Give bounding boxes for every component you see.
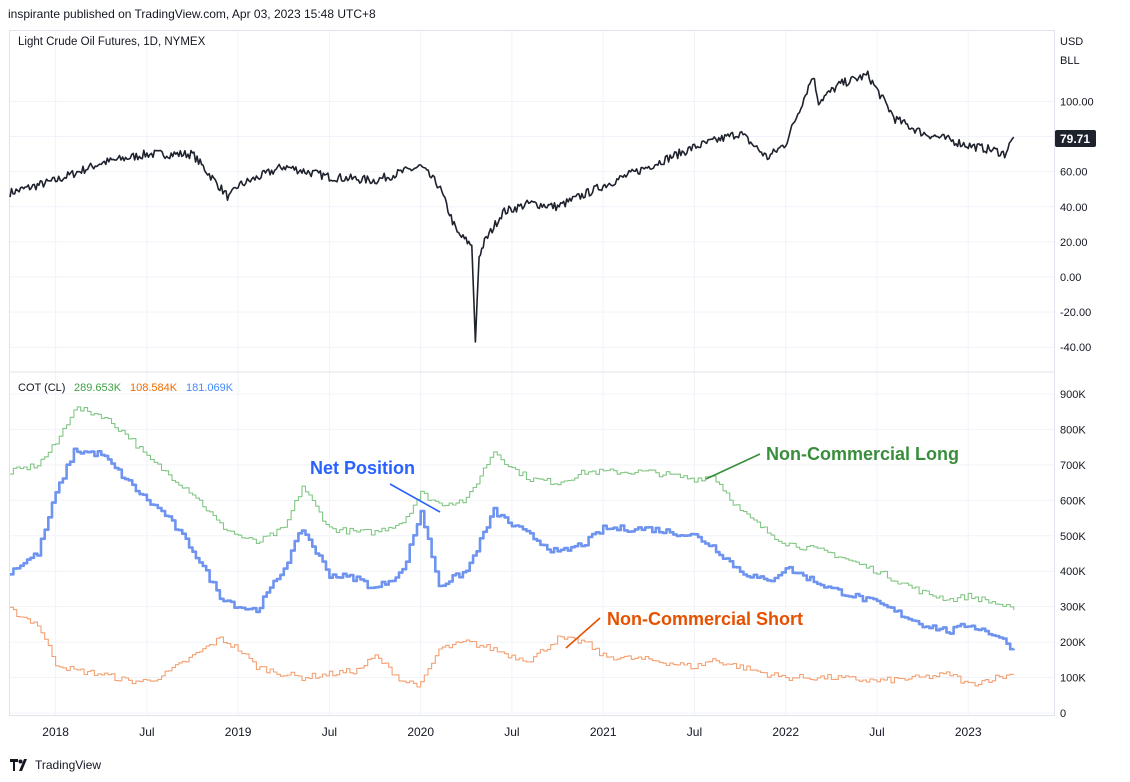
time-tick-label: Jul [322, 725, 337, 739]
annotation-non-commercial-short-arrow [565, 617, 601, 649]
price-axis-ticks: 100.0080.0060.0040.0020.000.00-20.00-40.… [1060, 96, 1094, 354]
annotation-non-commercial-short[interactable]: Non-Commercial Short [565, 609, 803, 649]
price-series-line [9, 70, 1015, 343]
cot-tick-label: 900K [1060, 389, 1086, 401]
price-tick-label: 100.00 [1060, 96, 1094, 108]
annotation-non-commercial-long[interactable]: Non-Commercial Long [705, 444, 959, 480]
annotation-non-commercial-long-arrow [705, 453, 761, 480]
price-tick-label: -40.00 [1060, 342, 1091, 354]
price-pane-title: Light Crude Oil Futures, 1D, NYMEX [18, 36, 206, 48]
cot-tick-label: 700K [1060, 460, 1086, 472]
price-axis-currency: USD [1060, 36, 1083, 48]
annotation-non-commercial-short-text: Non-Commercial Short [607, 609, 803, 629]
time-tick-label: 2023 [955, 725, 982, 739]
price-tick-label: 20.00 [1060, 237, 1088, 249]
cot-long-value: 289.653K [74, 382, 122, 394]
price-tick-label: 0.00 [1060, 272, 1081, 284]
cot-axis-ticks: 900K 800K 700K 600K 500K 400K 300K 200K 100K 0 [1060, 389, 1086, 720]
cot-short-series-line [10, 606, 1015, 688]
last-price-label: 79.71 [1060, 132, 1090, 146]
cot-tick-label: 100K [1060, 673, 1086, 685]
cot-long-series-line [10, 406, 1015, 611]
cot-tick-label: 300K [1060, 602, 1086, 614]
tradingview-logo-icon [10, 759, 27, 771]
cot-pane-title: COT (CL) [18, 382, 65, 394]
price-axis-unit: BLL [1060, 55, 1080, 67]
time-tick-label: 2018 [42, 725, 69, 739]
annotation-net-position-arrow [389, 483, 441, 513]
time-tick-label: Jul [687, 725, 702, 739]
footer-brand: TradingView [35, 758, 102, 772]
price-tick-label: 60.00 [1060, 167, 1088, 179]
time-tick-label: 2019 [225, 725, 252, 739]
series-layer [9, 70, 1016, 688]
cot-tick-label: 800K [1060, 424, 1086, 436]
cot-tick-label: 400K [1060, 566, 1086, 578]
cot-net-value: 181.069K [186, 382, 234, 394]
time-tick-label: Jul [139, 725, 154, 739]
chart-frame [9, 30, 1055, 716]
cot-tick-label: 200K [1060, 637, 1086, 649]
time-tick-label: Jul [504, 725, 519, 739]
grid-lines [10, 31, 1054, 715]
time-tick-label: 2022 [772, 725, 799, 739]
tradingview-footer[interactable]: TradingView [10, 756, 101, 774]
time-tick-label: 2020 [407, 725, 434, 739]
price-tick-label: 40.00 [1060, 202, 1088, 214]
cot-tick-label: 500K [1060, 531, 1086, 543]
cot-net-series-line [10, 447, 1016, 651]
time-axis-ticks: 2018 Jul 2019 Jul 2020 Jul 2021 Jul 2022 Jul 2023 [42, 725, 982, 739]
cot-short-value: 108.584K [130, 382, 178, 394]
time-tick-label: Jul [869, 725, 884, 739]
time-tick-label: 2021 [590, 725, 617, 739]
annotation-net-position[interactable]: Net Position [310, 458, 441, 513]
last-price-tag [1055, 130, 1096, 147]
price-tick-label: -20.00 [1060, 307, 1091, 319]
cot-tick-label: 600K [1060, 495, 1086, 507]
annotation-net-position-text: Net Position [310, 458, 415, 478]
annotation-non-commercial-long-text: Non-Commercial Long [766, 444, 959, 464]
published-line: inspirante published on TradingView.com,… [8, 7, 376, 21]
cot-tick-label: 0 [1060, 708, 1066, 720]
